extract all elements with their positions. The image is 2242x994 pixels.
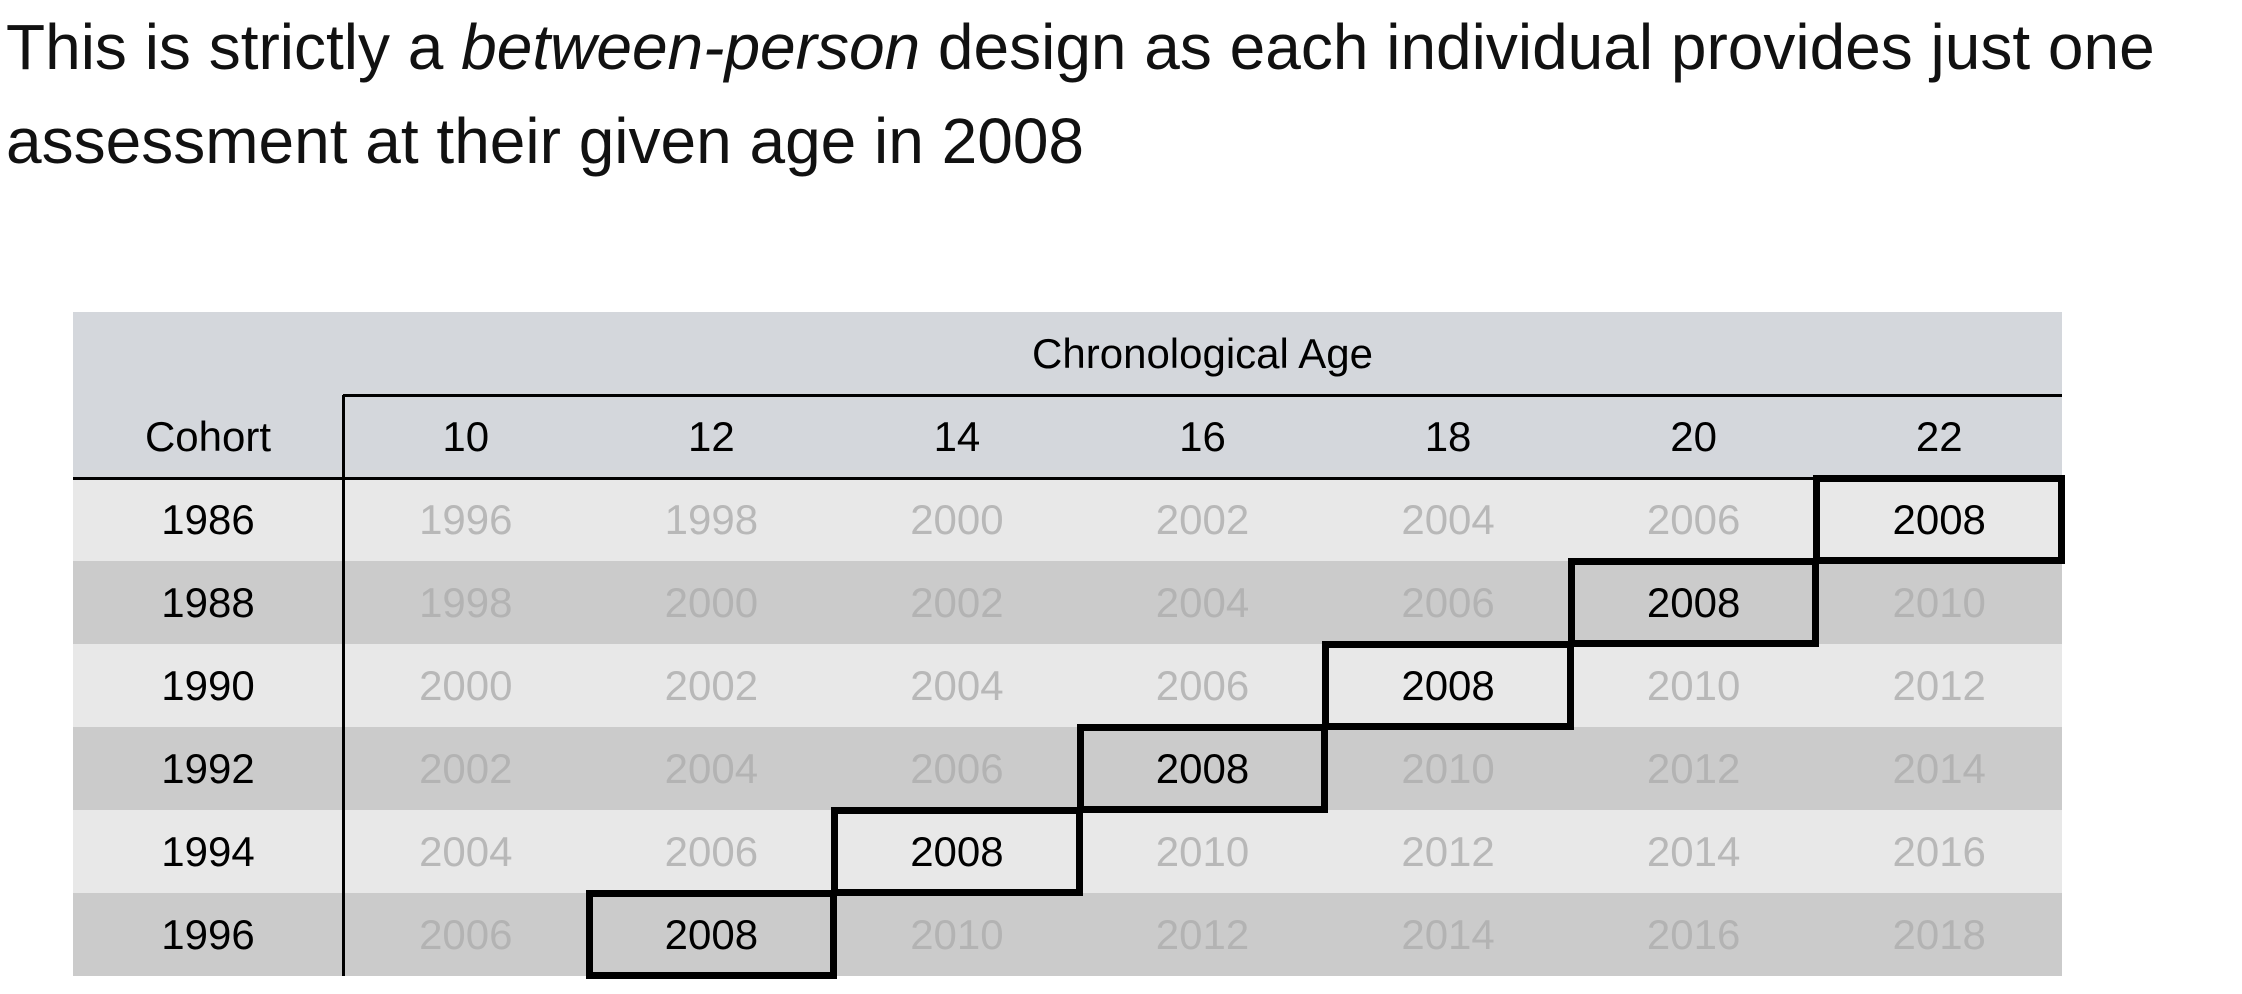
heading-text: This is strictly a	[6, 11, 444, 83]
row-bg	[73, 893, 2062, 976]
cell: 2004	[1401, 495, 1495, 543]
highlighted-cell: 2008	[1892, 495, 1986, 543]
cell: 2012	[1155, 910, 1250, 958]
highlighted-cell: 2008	[664, 910, 759, 958]
cell: 1996	[419, 495, 513, 543]
rule	[343, 394, 2062, 397]
cell: 2018	[1892, 910, 1986, 958]
cohort: 1990	[161, 661, 255, 709]
cell: 2016	[1892, 827, 1986, 875]
highlighted-cell: 2008	[1646, 578, 1741, 626]
heading: This is strictly a between-person design…	[6, 0, 2242, 188]
cell: 2010	[1892, 578, 1986, 626]
column-header: 10	[442, 412, 490, 460]
cell: 2006	[1155, 661, 1250, 709]
cell: 2004	[664, 744, 759, 792]
cell: 2014	[1646, 827, 1741, 875]
cell: 2004	[419, 827, 513, 875]
cohort: 1988	[161, 578, 255, 626]
cell: 2006	[419, 910, 513, 958]
cohort: 1986	[161, 495, 255, 543]
column-header: 16	[1179, 412, 1226, 460]
highlight-box	[1567, 558, 1820, 647]
highlighted-cell: 2008	[910, 827, 1004, 875]
highlight-box	[1322, 641, 1574, 730]
row-bg	[73, 727, 2062, 810]
row-bg	[73, 478, 2062, 561]
cell: 1998	[664, 495, 759, 543]
cell: 2000	[419, 661, 513, 709]
rule	[73, 477, 2062, 480]
highlight-box	[585, 890, 838, 979]
cell: 2012	[1401, 827, 1495, 875]
cell: 2002	[664, 661, 759, 709]
cohort: 1994	[161, 827, 255, 875]
cell: 2004	[910, 661, 1004, 709]
cell: 1998	[419, 578, 513, 626]
cell: 2002	[419, 744, 513, 792]
cell: 2010	[1401, 744, 1495, 792]
cell: 2006	[1646, 495, 1741, 543]
cell: 2012	[1892, 661, 1986, 709]
cell: 2010	[1155, 827, 1250, 875]
highlight-box	[1813, 475, 2065, 564]
cohort: 1996	[161, 910, 255, 958]
cell: 2000	[664, 578, 759, 626]
highlighted-cell: 2008	[1155, 744, 1250, 792]
cell: 2000	[910, 495, 1004, 543]
cell: 2010	[1646, 661, 1741, 709]
heading-emphasis: between-person	[461, 11, 921, 83]
cell: 2002	[1155, 495, 1250, 543]
highlight-box	[1076, 724, 1329, 813]
cohort: 1992	[161, 744, 255, 792]
row-header: Cohort	[144, 412, 272, 460]
row-bg	[73, 644, 2062, 727]
row-bg	[73, 561, 2062, 644]
column-header: 22	[1915, 412, 1963, 460]
row-bg	[73, 810, 2062, 893]
cell: 2010	[910, 910, 1004, 958]
cell: 2014	[1401, 910, 1495, 958]
cell: 2012	[1646, 744, 1741, 792]
highlighted-cell: 2008	[1401, 661, 1495, 709]
column-header: 20	[1670, 412, 1717, 460]
column-header: 12	[687, 412, 735, 460]
cell: 2014	[1892, 744, 1986, 792]
cell: 2016	[1646, 910, 1741, 958]
cell: 2006	[910, 744, 1004, 792]
cell: 2006	[664, 827, 759, 875]
group-header: Chronological Age	[1032, 329, 1373, 377]
cell: 2006	[1401, 578, 1495, 626]
highlight-box	[831, 807, 1083, 896]
cell: 2002	[910, 578, 1004, 626]
rule	[342, 395, 345, 976]
cell: 2004	[1155, 578, 1250, 626]
column-header: 18	[1424, 412, 1472, 460]
column-header: 14	[933, 412, 981, 460]
heading-text: design as each individual provides just …	[6, 11, 2155, 177]
